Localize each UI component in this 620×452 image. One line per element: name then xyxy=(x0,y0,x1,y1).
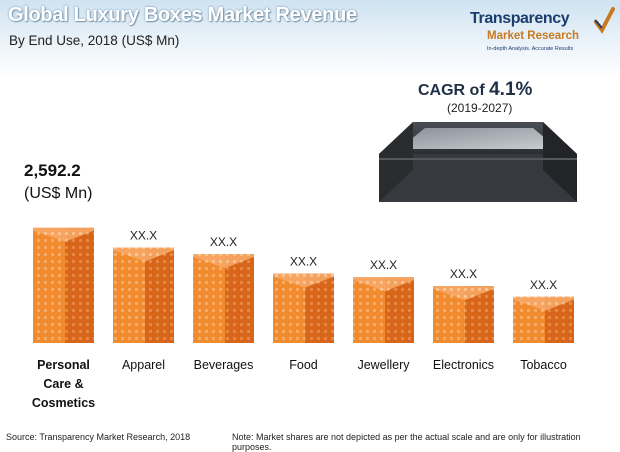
bar-front-face xyxy=(33,227,65,343)
luxury-box-image xyxy=(379,122,577,202)
bar-top-face xyxy=(193,254,254,269)
cagr-period: (2019-2027) xyxy=(447,101,513,115)
bar-side-face xyxy=(385,277,414,343)
category-label: Tobacco xyxy=(520,358,567,372)
logo-tagline: Market Research xyxy=(487,30,580,42)
bar-personal-care-cosmetics xyxy=(33,227,94,343)
bar-electronics xyxy=(433,286,494,343)
chart-title: Global Luxury Boxes Market Revenue xyxy=(8,4,357,26)
cagr-prefix: CAGR of xyxy=(418,82,485,99)
category-label: Personal xyxy=(37,358,90,372)
cagr-label: CAGR of 4.1% xyxy=(418,79,532,101)
source-note: Source: Transparency Market Research, 20… xyxy=(6,432,191,442)
bar-top-face xyxy=(513,296,574,311)
logo-name: Transparency xyxy=(470,10,570,27)
bar-top-face xyxy=(113,247,174,262)
bar-top-face xyxy=(273,273,334,288)
value-label: XX.X xyxy=(210,235,237,249)
bar-side-face xyxy=(545,296,574,343)
value-label: XX.X xyxy=(450,267,477,281)
bar-side-face xyxy=(465,286,494,343)
disclaimer-note: Note: Market shares are not depicted as … xyxy=(232,432,581,452)
value-label: XX.X xyxy=(530,278,557,292)
bar-front-face xyxy=(193,254,225,343)
bar-tobacco xyxy=(513,296,574,343)
bar-side-face xyxy=(65,227,94,343)
highlight-value: 2,592.2 xyxy=(24,161,81,180)
category-label: Cosmetics xyxy=(32,396,95,410)
bar-top-face xyxy=(33,227,94,242)
company-logo: Transparency Market Research In-depth An… xyxy=(470,6,615,66)
bars-group: Personal Care & Cosmetics XX.X Apparel XX.X Be… xyxy=(32,227,574,410)
bar-food xyxy=(273,273,334,343)
bar-front-face xyxy=(113,247,145,343)
category-label: Beverages xyxy=(194,358,254,372)
category-label: Care & xyxy=(43,377,83,391)
bar-side-face xyxy=(145,247,174,343)
bar-beverages xyxy=(193,254,254,343)
logo-slogan: In-depth Analysis. Accurate Results xyxy=(487,46,574,52)
cagr-value: 4.1% xyxy=(489,79,533,100)
value-label: XX.X xyxy=(130,228,157,242)
bar-front-face xyxy=(513,296,545,343)
category-label: Jewellery xyxy=(357,358,410,372)
bar-chart: Personal Care & Cosmetics XX.X Apparel XX.X Be… xyxy=(32,227,574,410)
checkmark-icon xyxy=(594,7,615,34)
header-band xyxy=(0,0,620,78)
bar-front-face xyxy=(353,277,385,343)
category-label: Food xyxy=(289,358,318,372)
value-label: XX.X xyxy=(290,255,317,269)
category-label: Electronics xyxy=(433,358,494,372)
category-label: Apparel xyxy=(122,358,165,372)
bar-apparel xyxy=(113,247,174,343)
bar-front-face xyxy=(433,286,465,343)
chart-subtitle: By End Use, 2018 (US$ Mn) xyxy=(9,33,180,48)
highlight-unit: (US$ Mn) xyxy=(24,185,93,202)
bar-top-face xyxy=(353,277,414,292)
bar-front-face xyxy=(273,273,305,343)
bar-side-face xyxy=(225,254,254,343)
bar-jewellery xyxy=(353,277,414,343)
bar-top-face xyxy=(433,286,494,301)
value-label: XX.X xyxy=(370,258,397,272)
bar-side-face xyxy=(305,273,334,343)
